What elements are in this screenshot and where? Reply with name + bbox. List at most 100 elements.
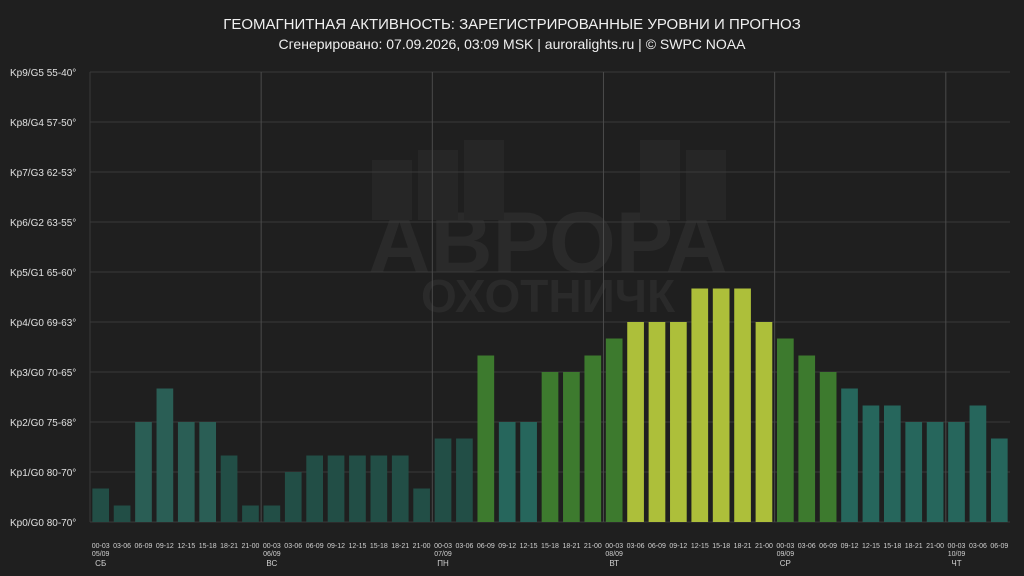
day-weekday-label: СР (780, 559, 791, 568)
bar (263, 505, 281, 522)
bar (563, 372, 580, 522)
day-date-label: 09/09 (777, 551, 795, 558)
day-date-label: 05/09 (92, 551, 110, 558)
y-tick-label: Kp4/G0 69-63° (10, 318, 76, 329)
bar (284, 472, 302, 522)
day-weekday-label: ВС (266, 559, 277, 568)
bar (199, 422, 217, 522)
x-tick-label: 06-09 (990, 543, 1008, 550)
bar (798, 355, 816, 522)
x-axis-ticks: 00-03 03-06 06-09 09-12 12-15 15-18 18-21 21-00… (92, 543, 1009, 568)
x-tick-label: 21-00 (755, 543, 773, 550)
bar (734, 288, 751, 522)
x-tick-label: 03-06 (798, 543, 816, 550)
bar (605, 338, 623, 522)
bar (391, 455, 409, 522)
x-tick-label: 18-21 (905, 543, 923, 550)
bar (948, 422, 965, 522)
bar (92, 488, 110, 522)
x-tick-label: 09-12 (156, 543, 174, 550)
day-weekday-label: ЧТ (951, 559, 961, 568)
x-tick-label: 03-06 (969, 543, 987, 550)
x-tick-label: 18-21 (220, 543, 238, 550)
x-tick-label: 15-18 (199, 543, 217, 550)
bar (349, 455, 366, 522)
bar (627, 322, 644, 522)
bar (456, 438, 473, 522)
bar (584, 355, 602, 522)
y-tick-label: Kp0/G0 80-70° (10, 518, 76, 529)
day-date-label: 07/09 (434, 551, 452, 558)
x-tick-label: 03-06 (455, 543, 473, 550)
bar (926, 422, 944, 522)
y-tick-label: Kp1/G0 80-70° (10, 468, 76, 479)
bar (413, 488, 430, 522)
x-tick-label: 06-09 (648, 543, 666, 550)
bar (520, 422, 537, 522)
x-tick-label: 09-12 (327, 543, 345, 550)
y-tick-label: Kp8/G4 57-50° (10, 118, 76, 129)
bar (135, 422, 152, 522)
x-tick-label: 12-15 (862, 543, 880, 550)
x-tick-label: 03-06 (113, 543, 131, 550)
bar (156, 388, 174, 522)
day-date-label: 10/09 (948, 551, 966, 558)
bar (819, 372, 837, 522)
bar (755, 322, 773, 522)
x-tick-label: 15-18 (883, 543, 901, 550)
x-tick-label: 09-12 (841, 543, 859, 550)
x-tick-label: 15-18 (712, 543, 730, 550)
x-tick-label: 12-15 (691, 543, 709, 550)
x-tick-label: 21-00 (413, 543, 431, 550)
chart-subtitle: Сгенерировано: 07.09.2026, 03:09 MSK | a… (278, 36, 746, 52)
y-tick-label: Kp2/G0 75-68° (10, 418, 76, 429)
bar (905, 422, 923, 522)
watermark-shape (640, 140, 680, 220)
x-tick-label: 21-00 (584, 543, 602, 550)
x-tick-label: 09-12 (498, 543, 516, 550)
x-tick-label: 12-15 (348, 543, 366, 550)
x-tick-label: 00-03 (434, 543, 452, 550)
x-tick-label: 18-21 (734, 543, 752, 550)
y-tick-label: Kp7/G3 62-53° (10, 168, 76, 179)
x-tick-label: 00-03 (948, 543, 966, 550)
y-axis-ticks: Kp0/G0 80-70° Kp1/G0 80-70° Kp2/G0 75-68° K… (10, 68, 76, 529)
bar-series (92, 288, 1008, 522)
bar (777, 338, 794, 522)
x-tick-label: 15-18 (370, 543, 388, 550)
day-weekday-label: ПН (437, 559, 449, 568)
watermark-shape (464, 140, 504, 220)
bar (712, 288, 730, 522)
x-tick-label: 00-03 (776, 543, 794, 550)
watermark-shape (686, 150, 726, 220)
bar (969, 405, 987, 522)
y-tick-label: Kp3/G0 70-65° (10, 368, 76, 379)
grid-lines (89, 71, 1010, 523)
bar (841, 388, 858, 522)
x-tick-label: 12-15 (520, 543, 538, 550)
y-tick-label: Kp6/G2 63-55° (10, 218, 76, 229)
day-weekday-label: СБ (95, 559, 106, 568)
x-tick-label: 18-21 (391, 543, 409, 550)
bar (220, 455, 238, 522)
x-tick-label: 21-00 (926, 543, 944, 550)
x-tick-label: 09-12 (669, 543, 687, 550)
y-tick-label: Kp5/G1 65-60° (10, 268, 76, 279)
x-tick-label: 03-06 (284, 543, 302, 550)
y-tick-label: Kp9/G5 55-40° (10, 68, 76, 79)
bar (498, 422, 516, 522)
x-tick-label: 18-21 (562, 543, 580, 550)
bar (306, 455, 323, 522)
bar (670, 322, 687, 522)
watermark-text: ОХОТНИЧК (421, 270, 676, 322)
day-weekday-label: ВТ (609, 559, 619, 568)
x-tick-label: 15-18 (541, 543, 559, 550)
x-tick-label: 12-15 (177, 543, 195, 550)
bar (177, 422, 195, 522)
x-tick-label: 21-00 (242, 543, 260, 550)
chart-title: ГЕОМАГНИТНАЯ АКТИВНОСТЬ: ЗАРЕГИСТРИРОВАН… (223, 16, 801, 33)
day-date-label: 06/09 (263, 551, 281, 558)
watermark-shape (372, 160, 412, 220)
